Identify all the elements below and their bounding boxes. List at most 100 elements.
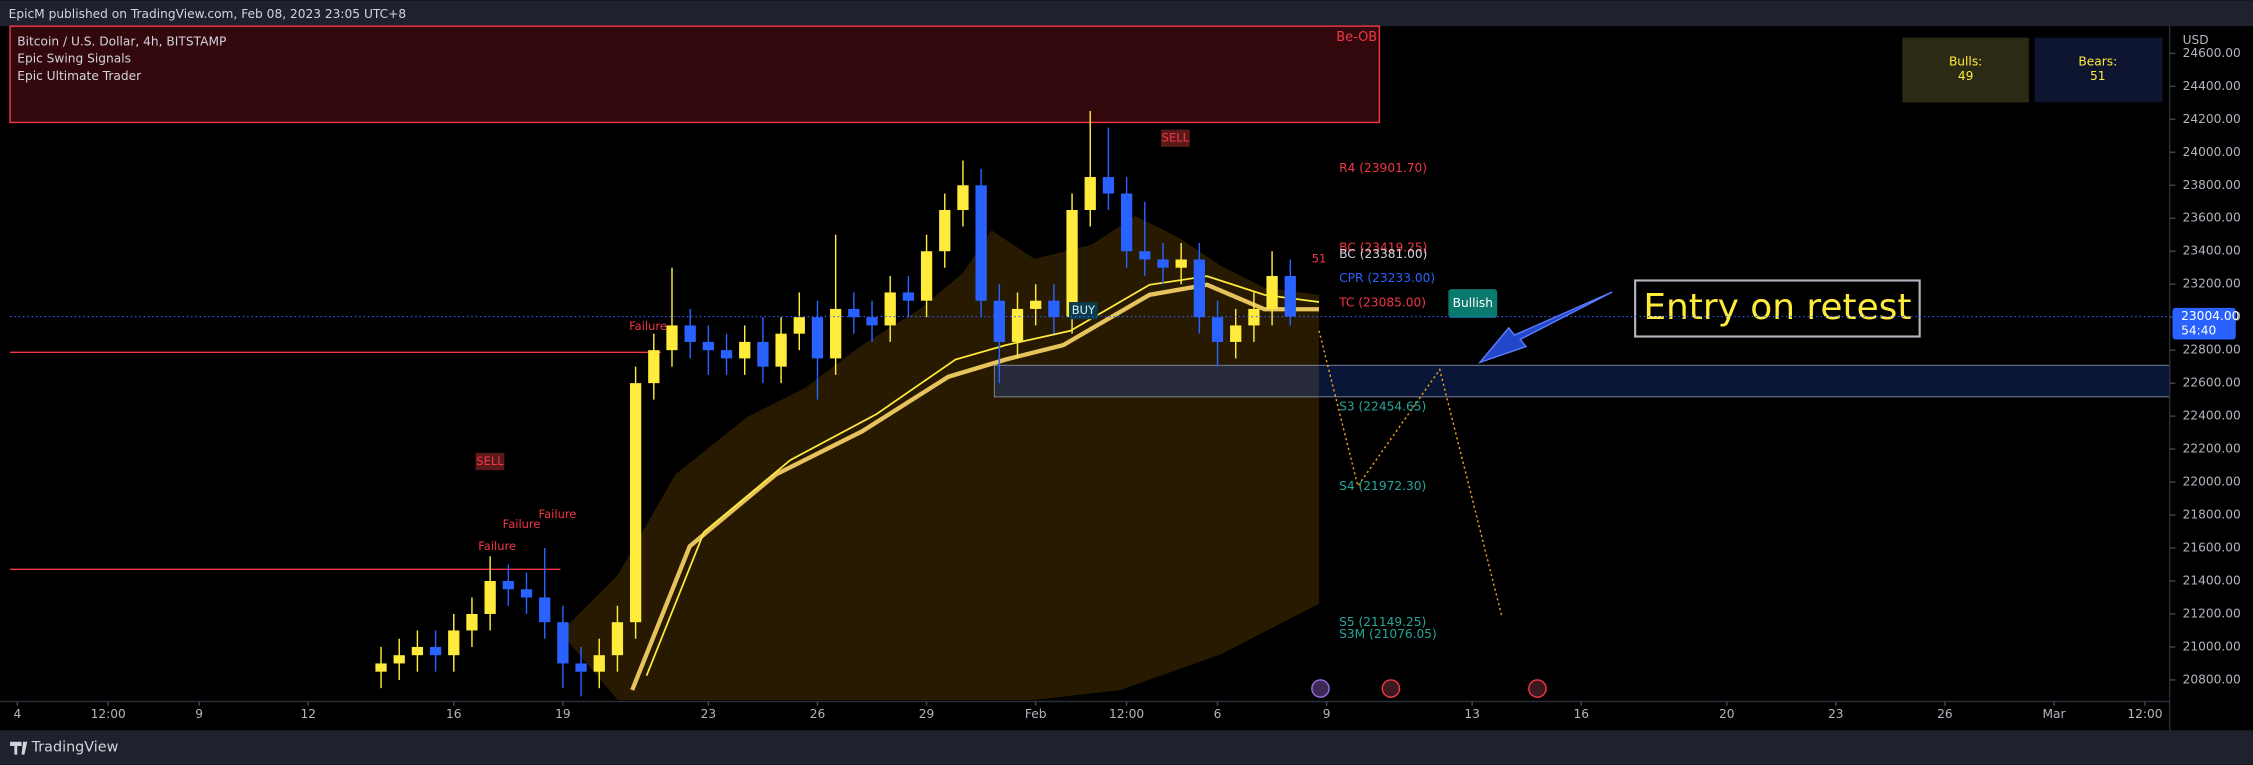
brand: TradingView bbox=[31, 739, 119, 755]
failure-label: Failure bbox=[539, 507, 577, 521]
candle-body bbox=[848, 308, 860, 318]
candle-body bbox=[648, 350, 660, 384]
x-tick-label: 9 bbox=[1323, 707, 1331, 721]
candle-body bbox=[1066, 210, 1078, 318]
x-tick-label: 6 bbox=[1214, 707, 1222, 721]
candle-body bbox=[1175, 259, 1187, 268]
level-label: S3 (22454.65) bbox=[1339, 400, 1426, 414]
level-label: R4 (23901.70) bbox=[1339, 161, 1427, 175]
candle-body bbox=[1284, 275, 1296, 317]
x-tick-label: 23 bbox=[701, 707, 717, 721]
bullish-tag bbox=[1448, 289, 1498, 318]
x-tick-label: 12:00 bbox=[1109, 707, 1144, 721]
candle-body bbox=[1230, 325, 1242, 342]
x-tick-label: Mar bbox=[2043, 707, 2067, 721]
buy-label: BUY bbox=[1072, 303, 1096, 317]
candle-body bbox=[466, 613, 478, 631]
candle-body bbox=[1030, 300, 1042, 309]
last-price-label: 23004.00 bbox=[2181, 309, 2239, 323]
candle-body bbox=[1193, 259, 1205, 318]
candle-body bbox=[993, 300, 1005, 342]
candle-body bbox=[684, 325, 696, 342]
candle-body bbox=[1102, 177, 1115, 194]
last-price-tag bbox=[2172, 307, 2236, 340]
x-tick-label: 12:00 bbox=[91, 707, 126, 721]
candle-body bbox=[1011, 308, 1024, 342]
failure-label: Failure bbox=[629, 319, 667, 333]
x-tick-label: 13 bbox=[1464, 707, 1480, 721]
sell-label: SELL bbox=[476, 454, 504, 468]
candle-body bbox=[975, 185, 987, 301]
candle-body bbox=[1139, 251, 1151, 260]
bullish-label: Bullish bbox=[1453, 296, 1493, 310]
y-tick-label: 21000.00 bbox=[2183, 639, 2241, 653]
indicator: Epic Ultimate Trader bbox=[17, 69, 142, 83]
header-bar bbox=[0, 0, 2253, 27]
sell-tag bbox=[475, 452, 505, 471]
footer-bar bbox=[0, 730, 2253, 765]
candle-body bbox=[702, 341, 714, 351]
x-tick-label: 23 bbox=[1828, 707, 1844, 721]
moving-average bbox=[645, 275, 1320, 676]
candle-body bbox=[1266, 275, 1278, 309]
callout: Entry on retest bbox=[1643, 287, 1911, 328]
y-tick-label: 23200.00 bbox=[2183, 277, 2241, 291]
order-block bbox=[9, 25, 1381, 124]
y-tick-label: 20800.00 bbox=[2183, 672, 2241, 686]
candle-body bbox=[1084, 177, 1096, 211]
sell-label: SELL bbox=[1162, 131, 1190, 145]
level-label: S5 (21149.25) bbox=[1339, 615, 1426, 629]
x-tick-label: 4 bbox=[13, 707, 21, 721]
candle-body bbox=[429, 646, 442, 656]
callout-box bbox=[1634, 279, 1921, 338]
candle-body bbox=[1211, 317, 1224, 342]
y-tick-label: 22200.00 bbox=[2183, 442, 2241, 456]
bulls-box bbox=[1902, 37, 2029, 103]
x-tick-label: Feb bbox=[1025, 707, 1047, 721]
y-tick-label: 22400.00 bbox=[2183, 409, 2241, 423]
y-tick-label: 24200.00 bbox=[2183, 112, 2241, 126]
x-tick-label: 26 bbox=[1937, 707, 1953, 721]
x-tick-label: 16 bbox=[1573, 707, 1589, 721]
bulls-label: Bulls: bbox=[1949, 55, 1982, 69]
x-tick-label: 26 bbox=[810, 707, 826, 721]
event-icon bbox=[1311, 679, 1330, 698]
bears-label: Bears: bbox=[2078, 55, 2117, 69]
candle-body bbox=[775, 333, 787, 367]
y-tick-label: 21400.00 bbox=[2183, 573, 2241, 587]
candle-body bbox=[575, 663, 587, 672]
candle-body bbox=[484, 580, 496, 614]
candle-body bbox=[939, 210, 951, 252]
candle-body bbox=[811, 317, 824, 359]
buy-tag bbox=[1069, 302, 1098, 320]
symbol: Bitcoin / U.S. Dollar, 4h, BITSTAMP bbox=[17, 34, 226, 48]
y-tick-label: 24400.00 bbox=[2183, 79, 2241, 93]
candle-body bbox=[666, 325, 678, 351]
level-label: TC (23085.00) bbox=[1338, 296, 1426, 310]
candle-body bbox=[393, 655, 405, 664]
candle-body bbox=[720, 350, 733, 359]
y-tick-label: 23600.00 bbox=[2183, 211, 2241, 225]
candle-body bbox=[793, 317, 805, 334]
cloud bbox=[560, 215, 1320, 701]
candle-body bbox=[502, 580, 514, 590]
candle-body bbox=[884, 292, 896, 326]
candle-body bbox=[520, 589, 533, 598]
candle-body bbox=[757, 341, 769, 367]
candle-body bbox=[629, 383, 642, 623]
candle-body bbox=[866, 317, 878, 326]
candle-body bbox=[830, 308, 842, 359]
failure-label: Failure bbox=[503, 517, 541, 531]
retest-zone bbox=[993, 364, 2171, 398]
candle-body bbox=[411, 646, 424, 656]
candle-body bbox=[1048, 300, 1060, 318]
candle-body bbox=[611, 622, 624, 656]
event-icon bbox=[1381, 679, 1401, 698]
candle-body bbox=[957, 185, 969, 211]
x-tick-label: 16 bbox=[446, 707, 462, 721]
x-tick-label: 12 bbox=[301, 707, 317, 721]
x-tick-label: 29 bbox=[919, 707, 935, 721]
candle-body bbox=[739, 341, 751, 359]
candle-body bbox=[1120, 193, 1133, 252]
